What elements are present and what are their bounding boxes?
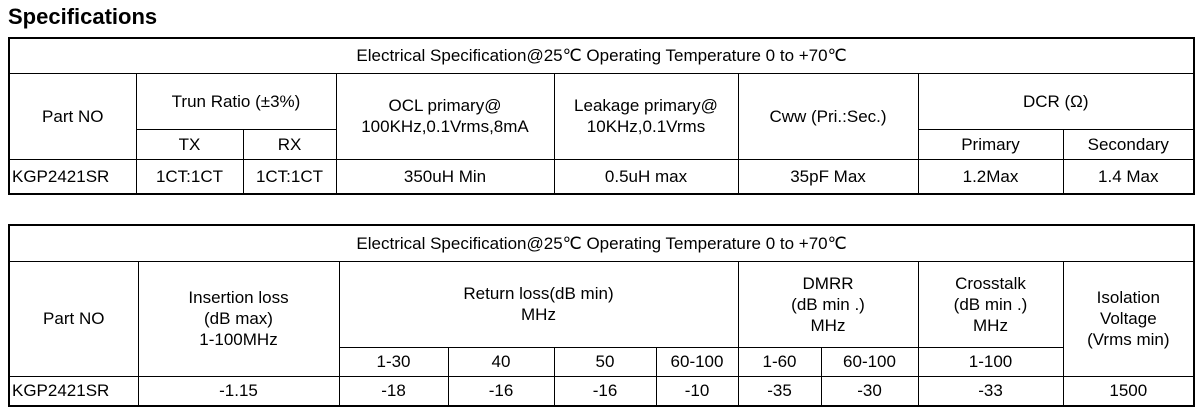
caption: Electrical Specification@25℃ Operating T… — [8, 224, 1195, 262]
data-cell: -18 — [338, 375, 449, 407]
header-cell: 40 — [447, 346, 555, 377]
data-cell: KGP2421SR — [8, 375, 139, 407]
header-cell: 1-60 — [737, 346, 822, 377]
data-cell: 0.5uH max — [553, 158, 739, 195]
spec-table: Electrical Specification@25℃ Operating T… — [8, 224, 1196, 407]
data-cell: -10 — [655, 375, 739, 407]
header-cell: Secondary — [1062, 128, 1195, 160]
caption: Electrical Specification@25℃ Operating T… — [8, 37, 1195, 74]
header-cell: OCL primary@ 100KHz,0.1Vrms,8mA — [335, 72, 555, 160]
data-cell: 1.2Max — [917, 158, 1064, 195]
header-cell: DCR (Ω) — [917, 72, 1195, 130]
header-cell: Cww (Pri.:Sec.) — [737, 72, 919, 160]
header-cell: 60-100 — [820, 346, 919, 377]
header-cell: RX — [242, 128, 337, 160]
data-cell: 350uH Min — [335, 158, 555, 195]
header-cell: Return loss(dB min) MHz — [338, 260, 739, 348]
header-cell: 1-30 — [338, 346, 449, 377]
data-cell: 1CT:1CT — [242, 158, 337, 195]
data-cell: -16 — [553, 375, 657, 407]
data-cell: 1CT:1CT — [135, 158, 244, 195]
data-cell: 35pF Max — [737, 158, 919, 195]
header-cell: Leakage primary@ 10KHz,0.1Vrms — [553, 72, 739, 160]
header-cell: DMRR (dB min .) MHz — [737, 260, 919, 348]
header-cell: Part NO — [8, 260, 139, 377]
data-cell: 1500 — [1062, 375, 1195, 407]
header-cell: 1-100 — [917, 346, 1064, 377]
header-cell: Isolation Voltage (Vrms min) — [1062, 260, 1195, 377]
header-cell: 60-100 — [655, 346, 739, 377]
header-cell: Trun Ratio (±3%) — [135, 72, 337, 130]
header-cell: Crosstalk (dB min .) MHz — [917, 260, 1064, 348]
title: Specifications — [8, 4, 158, 29]
spec-table: Electrical Specification@25℃ Operating T… — [8, 37, 1196, 195]
data-cell: -16 — [447, 375, 555, 407]
header-cell: 50 — [553, 346, 657, 377]
data-cell: KGP2421SR — [8, 158, 137, 195]
header-cell: TX — [135, 128, 244, 160]
data-cell: -35 — [737, 375, 822, 407]
data-cell: -30 — [820, 375, 919, 407]
header-cell: Part NO — [8, 72, 137, 160]
header-cell: Insertion loss (dB max) 1-100MHz — [137, 260, 340, 377]
data-cell: -33 — [917, 375, 1064, 407]
data-cell: 1.4 Max — [1062, 158, 1195, 195]
data-cell: -1.15 — [137, 375, 340, 407]
header-cell: Primary — [917, 128, 1064, 160]
